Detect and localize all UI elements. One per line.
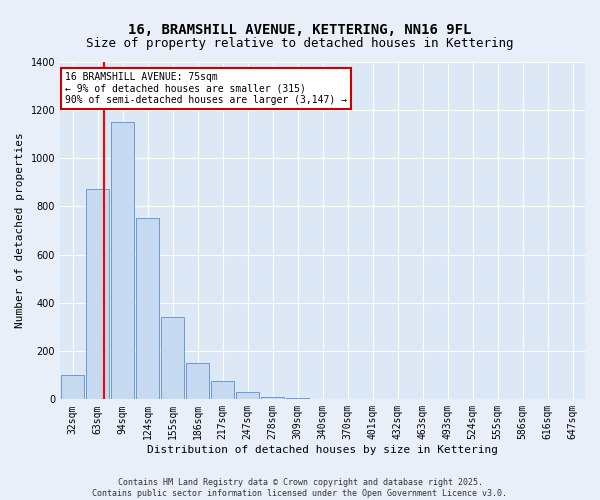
Bar: [86, 190, 109, 400]
Text: Size of property relative to detached houses in Kettering: Size of property relative to detached ho…: [86, 38, 514, 51]
Bar: [260, 397, 284, 400]
Text: 16 BRAMSHILL AVENUE: 75sqm
← 9% of detached houses are smaller (315)
90% of semi: 16 BRAMSHILL AVENUE: 75sqm ← 9% of detac…: [65, 72, 347, 105]
Bar: [61, 375, 85, 400]
Bar: [211, 381, 235, 400]
Text: Contains HM Land Registry data © Crown copyright and database right 2025.
Contai: Contains HM Land Registry data © Crown c…: [92, 478, 508, 498]
Text: 16, BRAMSHILL AVENUE, KETTERING, NN16 9FL: 16, BRAMSHILL AVENUE, KETTERING, NN16 9F…: [128, 22, 472, 36]
Bar: [236, 392, 259, 400]
Bar: [136, 218, 160, 400]
X-axis label: Distribution of detached houses by size in Kettering: Distribution of detached houses by size …: [147, 445, 498, 455]
Bar: [286, 398, 310, 400]
Bar: [185, 363, 209, 400]
Bar: [110, 122, 134, 400]
Bar: [161, 318, 184, 400]
Y-axis label: Number of detached properties: Number of detached properties: [15, 132, 25, 328]
Bar: [311, 398, 334, 400]
